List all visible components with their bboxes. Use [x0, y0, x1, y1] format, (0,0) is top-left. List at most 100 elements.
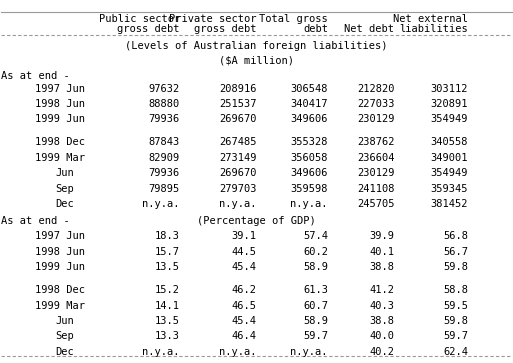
- Text: 1998 Jun: 1998 Jun: [34, 246, 85, 257]
- Text: 59.7: 59.7: [443, 331, 468, 342]
- Text: 40.1: 40.1: [369, 246, 394, 257]
- Text: 79936: 79936: [149, 114, 180, 125]
- Text: 279703: 279703: [219, 184, 256, 194]
- Text: 79895: 79895: [149, 184, 180, 194]
- Text: 269670: 269670: [219, 114, 256, 125]
- Text: Private sector: Private sector: [169, 14, 256, 24]
- Text: 82909: 82909: [149, 153, 180, 163]
- Text: 59.8: 59.8: [443, 262, 468, 272]
- Text: gross debt: gross debt: [194, 24, 256, 34]
- Text: 15.7: 15.7: [155, 246, 180, 257]
- Text: 97632: 97632: [149, 83, 180, 94]
- Text: 88880: 88880: [149, 99, 180, 109]
- Text: 58.9: 58.9: [303, 316, 328, 326]
- Text: 349606: 349606: [290, 114, 328, 125]
- Text: n.y.a.: n.y.a.: [290, 199, 328, 209]
- Text: 13.5: 13.5: [155, 262, 180, 272]
- Text: Dec: Dec: [55, 199, 74, 209]
- Text: 1999 Jun: 1999 Jun: [34, 114, 85, 125]
- Text: 354949: 354949: [431, 168, 468, 178]
- Text: 45.4: 45.4: [231, 316, 256, 326]
- Text: 61.3: 61.3: [303, 285, 328, 295]
- Text: Jun: Jun: [55, 316, 74, 326]
- Text: 39.1: 39.1: [231, 231, 256, 241]
- Text: 306548: 306548: [290, 83, 328, 94]
- Text: 251537: 251537: [219, 99, 256, 109]
- Text: (Percentage of GDP): (Percentage of GDP): [197, 216, 316, 227]
- Text: 349606: 349606: [290, 168, 328, 178]
- Text: 355328: 355328: [290, 138, 328, 147]
- Text: 340558: 340558: [431, 138, 468, 147]
- Text: n.y.a.: n.y.a.: [290, 347, 328, 357]
- Text: 238762: 238762: [357, 138, 394, 147]
- Text: 79936: 79936: [149, 168, 180, 178]
- Text: Jun: Jun: [55, 168, 74, 178]
- Text: 14.1: 14.1: [155, 301, 180, 310]
- Text: 236604: 236604: [357, 153, 394, 163]
- Text: 60.2: 60.2: [303, 246, 328, 257]
- Text: 56.8: 56.8: [443, 231, 468, 241]
- Text: gross debt: gross debt: [117, 24, 180, 34]
- Text: Public sector: Public sector: [98, 14, 180, 24]
- Text: 46.5: 46.5: [231, 301, 256, 310]
- Text: Net debt: Net debt: [344, 24, 394, 34]
- Text: liabilities: liabilities: [400, 24, 468, 34]
- Text: 46.4: 46.4: [231, 331, 256, 342]
- Text: debt: debt: [303, 24, 328, 34]
- Text: 45.4: 45.4: [231, 262, 256, 272]
- Text: 340417: 340417: [290, 99, 328, 109]
- Text: 273149: 273149: [219, 153, 256, 163]
- Text: 38.8: 38.8: [369, 262, 394, 272]
- Text: 58.8: 58.8: [443, 285, 468, 295]
- Text: As at end -: As at end -: [2, 71, 70, 81]
- Text: 62.4: 62.4: [443, 347, 468, 357]
- Text: n.y.a.: n.y.a.: [143, 347, 180, 357]
- Text: 1999 Mar: 1999 Mar: [34, 301, 85, 310]
- Text: 267485: 267485: [219, 138, 256, 147]
- Text: 1999 Jun: 1999 Jun: [34, 262, 85, 272]
- Text: 58.9: 58.9: [303, 262, 328, 272]
- Text: 212820: 212820: [357, 83, 394, 94]
- Text: 38.8: 38.8: [369, 316, 394, 326]
- Text: 269670: 269670: [219, 168, 256, 178]
- Text: 356058: 356058: [290, 153, 328, 163]
- Text: 40.2: 40.2: [369, 347, 394, 357]
- Text: 1999 Mar: 1999 Mar: [34, 153, 85, 163]
- Text: 59.7: 59.7: [303, 331, 328, 342]
- Text: Total gross: Total gross: [259, 14, 328, 24]
- Text: 59.8: 59.8: [443, 316, 468, 326]
- Text: Dec: Dec: [55, 347, 74, 357]
- Text: 1998 Jun: 1998 Jun: [34, 99, 85, 109]
- Text: 381452: 381452: [431, 199, 468, 209]
- Text: 227033: 227033: [357, 99, 394, 109]
- Text: 40.0: 40.0: [369, 331, 394, 342]
- Text: 56.7: 56.7: [443, 246, 468, 257]
- Text: 230129: 230129: [357, 114, 394, 125]
- Text: 1998 Dec: 1998 Dec: [34, 285, 85, 295]
- Text: 303112: 303112: [431, 83, 468, 94]
- Text: 320891: 320891: [431, 99, 468, 109]
- Text: As at end -: As at end -: [2, 216, 70, 227]
- Text: 40.3: 40.3: [369, 301, 394, 310]
- Text: n.y.a.: n.y.a.: [219, 199, 256, 209]
- Text: 208916: 208916: [219, 83, 256, 94]
- Text: 1998 Dec: 1998 Dec: [34, 138, 85, 147]
- Text: 59.5: 59.5: [443, 301, 468, 310]
- Text: 230129: 230129: [357, 168, 394, 178]
- Text: 60.7: 60.7: [303, 301, 328, 310]
- Text: 57.4: 57.4: [303, 231, 328, 241]
- Text: 44.5: 44.5: [231, 246, 256, 257]
- Text: 1997 Jun: 1997 Jun: [34, 231, 85, 241]
- Text: 359345: 359345: [431, 184, 468, 194]
- Text: n.y.a.: n.y.a.: [143, 199, 180, 209]
- Text: Sep: Sep: [55, 184, 74, 194]
- Text: Sep: Sep: [55, 331, 74, 342]
- Text: ($A million): ($A million): [219, 55, 294, 65]
- Text: 1997 Jun: 1997 Jun: [34, 83, 85, 94]
- Text: n.y.a.: n.y.a.: [219, 347, 256, 357]
- Text: 39.9: 39.9: [369, 231, 394, 241]
- Text: 87843: 87843: [149, 138, 180, 147]
- Text: 18.3: 18.3: [155, 231, 180, 241]
- Text: 15.2: 15.2: [155, 285, 180, 295]
- Text: 13.5: 13.5: [155, 316, 180, 326]
